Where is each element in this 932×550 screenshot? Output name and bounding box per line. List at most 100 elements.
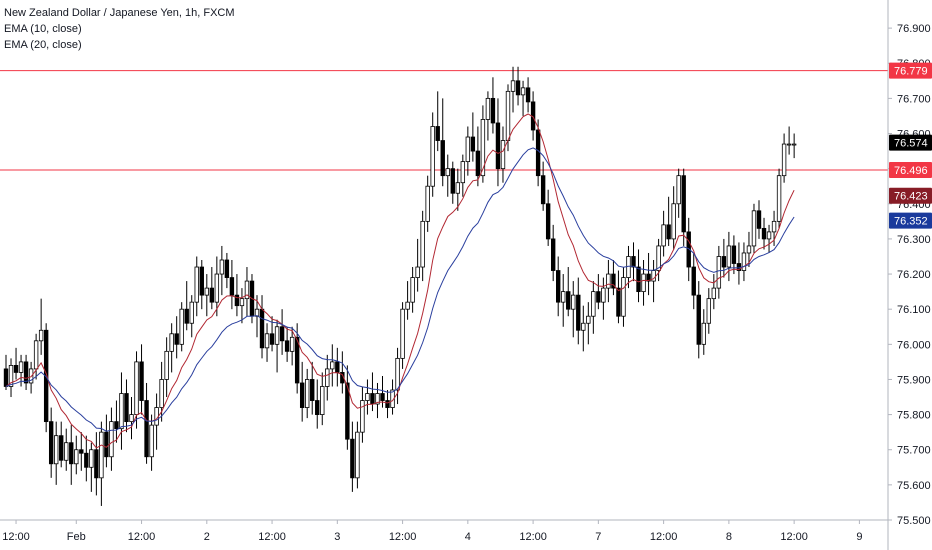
candle-body bbox=[415, 266, 420, 278]
candle-body bbox=[365, 393, 370, 401]
candle-body bbox=[706, 298, 711, 324]
candle bbox=[420, 210, 425, 282]
candle bbox=[666, 196, 671, 246]
candle-body bbox=[490, 97, 496, 124]
candle bbox=[310, 361, 315, 415]
candle-body bbox=[781, 143, 787, 177]
x-tick-label: 12:00 bbox=[258, 531, 286, 543]
candle bbox=[284, 326, 290, 362]
candle-body bbox=[741, 252, 747, 271]
price-tag-box bbox=[889, 212, 932, 229]
candle-body bbox=[224, 259, 230, 278]
candle-body bbox=[771, 220, 777, 233]
candle-body bbox=[239, 298, 245, 307]
candle bbox=[254, 295, 260, 338]
candle-body bbox=[124, 393, 129, 423]
candle-body bbox=[535, 129, 541, 177]
ema20-line bbox=[5, 147, 795, 432]
candle bbox=[214, 256, 220, 317]
price-tag-label: 76.779 bbox=[894, 66, 928, 78]
candle-body bbox=[435, 126, 440, 141]
candle-body bbox=[611, 273, 616, 289]
candle bbox=[616, 270, 621, 324]
candle-body bbox=[566, 291, 571, 310]
candle bbox=[294, 323, 300, 394]
price-tag-hline: 76.779 bbox=[889, 62, 932, 79]
candle-body bbox=[485, 97, 491, 120]
candle-body bbox=[380, 393, 385, 401]
y-tick-label: 76.300 bbox=[897, 234, 931, 246]
candle-body bbox=[279, 326, 285, 342]
candle bbox=[716, 245, 722, 299]
candle-body bbox=[656, 245, 661, 271]
candle-body bbox=[616, 287, 621, 317]
symbol-title[interactable]: New Zealand Dollar / Japanese Yen, 1h, F… bbox=[4, 7, 235, 19]
candle bbox=[48, 407, 54, 478]
candle-body bbox=[716, 256, 722, 289]
candle bbox=[219, 245, 225, 296]
candle-body bbox=[701, 322, 706, 345]
candle bbox=[289, 326, 295, 366]
candle bbox=[445, 154, 450, 197]
candle-body bbox=[791, 143, 797, 146]
ema20-label[interactable]: EMA (20, close) bbox=[4, 39, 82, 51]
candle bbox=[224, 252, 230, 289]
candle bbox=[540, 161, 546, 211]
candle-body bbox=[576, 294, 581, 331]
candle-body bbox=[540, 175, 546, 205]
ema-lines bbox=[5, 113, 795, 449]
candle-body bbox=[315, 400, 320, 415]
candle bbox=[69, 425, 74, 485]
candle bbox=[706, 288, 711, 334]
candle bbox=[581, 305, 586, 352]
candle-body bbox=[13, 365, 19, 373]
candle-body bbox=[460, 161, 466, 184]
candle bbox=[520, 80, 526, 116]
price-tag-label: 76.574 bbox=[894, 138, 928, 150]
candle bbox=[375, 382, 380, 419]
candle-body bbox=[691, 266, 696, 296]
candle-body bbox=[626, 256, 631, 278]
candle bbox=[184, 281, 189, 331]
candle-body bbox=[370, 393, 375, 405]
candle bbox=[89, 442, 94, 492]
candle-body bbox=[545, 203, 551, 240]
candle bbox=[360, 386, 365, 443]
candle bbox=[465, 126, 471, 176]
candle bbox=[179, 302, 184, 352]
candle-body bbox=[8, 365, 14, 387]
candle-body bbox=[59, 435, 64, 461]
candle-body bbox=[109, 421, 114, 458]
candle bbox=[274, 319, 280, 373]
candle bbox=[410, 267, 415, 313]
candle-body bbox=[169, 333, 174, 352]
candle-body bbox=[254, 308, 260, 317]
candle bbox=[209, 267, 215, 310]
candle bbox=[139, 344, 144, 415]
candle bbox=[510, 66, 516, 113]
candle-body bbox=[164, 350, 169, 380]
candle-body bbox=[761, 227, 767, 240]
candle-body bbox=[591, 291, 596, 317]
candle bbox=[791, 133, 797, 159]
x-tick-label: 7 bbox=[595, 531, 601, 543]
candle bbox=[661, 210, 666, 257]
candle bbox=[99, 421, 104, 506]
candle bbox=[204, 274, 209, 317]
candle-body bbox=[500, 140, 506, 170]
candle bbox=[189, 295, 194, 338]
candle-body bbox=[571, 294, 576, 310]
candle bbox=[199, 260, 204, 310]
candle bbox=[490, 77, 496, 134]
candle bbox=[59, 421, 64, 468]
candle bbox=[43, 323, 49, 433]
price-tag-last: 76.574 bbox=[889, 134, 932, 151]
ema10-label[interactable]: EMA (10, close) bbox=[4, 23, 82, 35]
candle bbox=[299, 361, 305, 422]
candle bbox=[636, 249, 641, 303]
x-tick-label: 12:00 bbox=[2, 531, 30, 543]
candle-body bbox=[144, 400, 149, 458]
